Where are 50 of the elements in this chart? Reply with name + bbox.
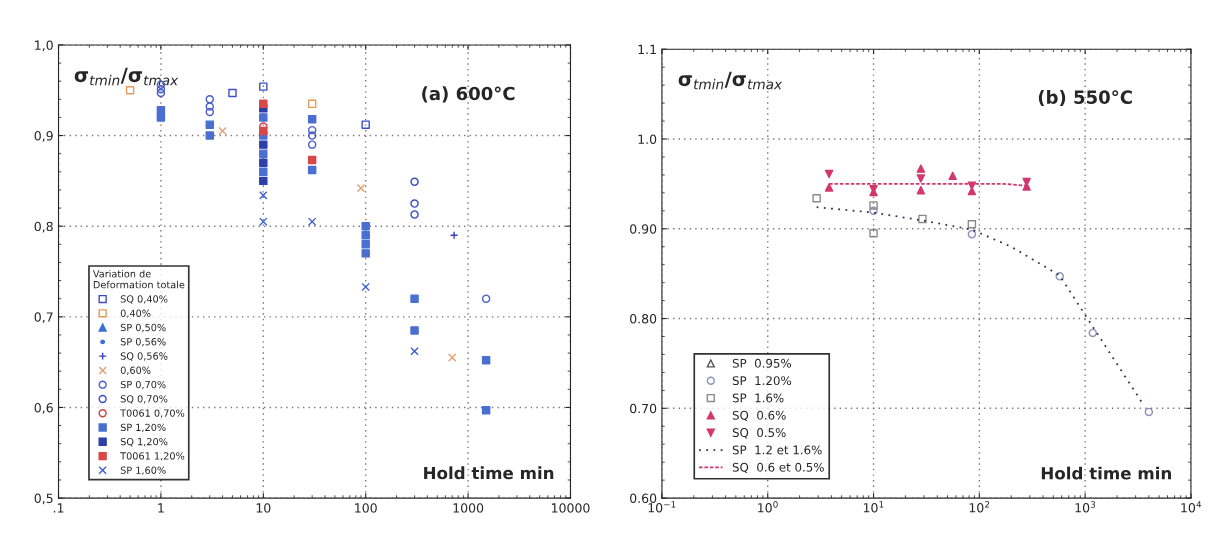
- y-tick-label: 0.80: [630, 314, 657, 324]
- x-tick-label: 10$^{1}$: [863, 501, 884, 513]
- legend-label: SP 1.2 et 1.6%: [732, 445, 822, 455]
- y-tick-label: 0,5: [34, 493, 53, 505]
- x-tick-label: 10$^{0}$: [758, 501, 778, 513]
- y-tick-label: 0,8: [34, 221, 53, 233]
- legend-label: T0061 0,70%: [120, 409, 185, 418]
- text: (b) 550°C: [1038, 90, 1132, 107]
- x-axis-title: Hold time min: [1041, 466, 1171, 480]
- legend-label: SP 0,56%: [120, 338, 166, 347]
- legend-label: SP 0,50%: [120, 323, 166, 333]
- legend-label: SP 1.20%: [732, 376, 792, 386]
- legend-label: SP 1,20%: [120, 423, 166, 433]
- legend-label: SQ 0.6 et 0.5%: [732, 462, 824, 474]
- legend-label: SP 0,70%: [120, 380, 166, 390]
- legend-label: SQ 0.6%: [732, 410, 786, 422]
- y-tick-label: 0,9: [34, 131, 53, 142]
- y-axis-title: σ$_{tmin}$/σ$_{tmax}$: [74, 67, 179, 86]
- y-tick-label: 0.60: [630, 493, 657, 504]
- legend-label: SP 1.6%: [732, 393, 784, 403]
- x-axis-title: Hold time min: [424, 466, 554, 480]
- legend-label: T0061 1,20%: [120, 452, 185, 461]
- legend-label: SP 1,60%: [120, 466, 166, 475]
- x-tick-label: 10: [256, 503, 271, 513]
- y-axis-title: σ$_{tmin}$/σ$_{tmax}$: [678, 71, 783, 90]
- y-tick-label: 0,7: [34, 312, 53, 324]
- legend-label: SQ 0,70%: [120, 395, 168, 404]
- y-tick-label: 0.90: [630, 224, 657, 234]
- legend-label: SQ 0.5%: [732, 428, 786, 439]
- x-tick-label: 100: [355, 503, 377, 513]
- y-tick-label: 1.0: [638, 134, 657, 144]
- legend-label: SQ 0,40%: [120, 295, 168, 304]
- x-tick-label: .1: [53, 503, 64, 513]
- legend-label: SP 0.95%: [732, 358, 792, 368]
- x-tick-label: 10$^{4}$: [1181, 501, 1202, 513]
- y-tick-label: 1,0: [35, 40, 53, 52]
- legend-label: 0,60%: [120, 366, 151, 375]
- x-tick-label: 10$^{2}$: [969, 501, 990, 513]
- y-tick-label: 1.1: [638, 44, 656, 54]
- legend-label: 0,40%: [120, 309, 151, 318]
- y-tick-label: 0.70: [630, 403, 657, 414]
- legend-label: SQ 0,56%: [120, 352, 168, 361]
- x-tick-label: 1000: [453, 503, 484, 513]
- text: (a) 600°C: [422, 86, 515, 103]
- legend-label: SQ 1,20%: [120, 437, 168, 447]
- x-tick-label: 10$^{3}$: [1075, 501, 1096, 513]
- legend-title: Variation de Deformation totale: [92, 269, 185, 289]
- y-tick-label: 0,6: [34, 402, 53, 414]
- x-tick-label: 1: [158, 503, 164, 513]
- x-tick-label: 10000: [551, 503, 590, 513]
